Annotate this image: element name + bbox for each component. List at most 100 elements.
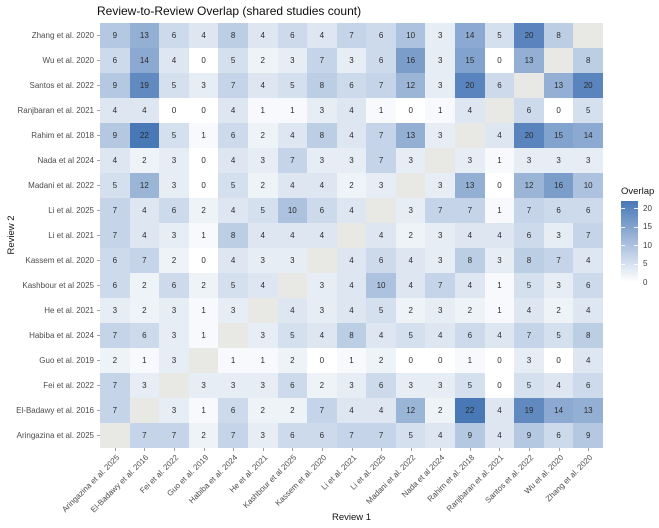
heatmap-cell: 3: [218, 372, 248, 398]
heatmap-cell: 6: [307, 422, 337, 448]
heatmap-cell: 7: [129, 247, 160, 273]
heatmap-cell: 4: [277, 222, 308, 248]
y-axis-tick: [97, 60, 100, 61]
legend-title: Overlap: [621, 186, 655, 197]
heatmap-cell: 8: [543, 22, 574, 48]
heatmap-cell: 3: [514, 347, 544, 373]
heatmap-cell: [455, 122, 485, 148]
heatmap-cell: 3: [159, 222, 189, 248]
heatmap-cell: 2: [247, 47, 278, 73]
heatmap-cell: 7: [277, 147, 308, 173]
heatmap-cell: 4: [277, 297, 308, 323]
heatmap-cell: 6: [277, 422, 308, 448]
heatmap-cell: 6: [218, 397, 248, 423]
heatmap-cell: 0: [188, 172, 219, 198]
heatmap-cell: 0: [188, 247, 219, 273]
legend-bar-tick: [634, 208, 638, 210]
heatmap-cell: 4: [100, 97, 130, 123]
x-axis-tick: [381, 447, 383, 451]
heatmap-cell: 6: [514, 97, 544, 123]
x-axis-tick: [469, 447, 471, 451]
heatmap-panel: 9 13 6 4 8 4 6 4 7 6 10 3 14 5 20 8 6 14 4 0 5 2 3 7 3 6 16 3 15 0 13 8…: [100, 22, 603, 448]
heatmap-cell: 6: [129, 322, 160, 348]
y-axis-tick: [97, 185, 100, 186]
heatmap-cell: 7: [336, 422, 367, 448]
heatmap-cell: 3: [247, 322, 278, 348]
y-axis-label: Kassem et al. 2020: [25, 255, 94, 265]
heatmap-cell: 5: [395, 322, 426, 348]
y-axis-tick: [97, 35, 100, 36]
x-axis-tick: [499, 447, 501, 451]
heatmap-cell: 3: [573, 147, 603, 173]
legend-bar-tick: [621, 226, 625, 228]
heatmap-cell: 3: [425, 372, 456, 398]
heatmap-cell: 2: [247, 397, 278, 423]
y-axis-label: Wu et al. 2020: [42, 55, 94, 65]
legend-tick-label: 15: [643, 222, 652, 232]
heatmap-cell: 6: [514, 222, 544, 248]
heatmap-cell: 5: [100, 172, 130, 198]
heatmap-cell: 3: [395, 147, 426, 173]
heatmap-cell: 14: [129, 47, 160, 73]
heatmap-cell: 1: [277, 97, 308, 123]
heatmap-cell: 3: [425, 72, 456, 98]
heatmap-cell: 4: [247, 22, 278, 48]
heatmap-cell: 7: [129, 422, 160, 448]
heatmap-cell: [543, 47, 574, 73]
heatmap-cell: 4: [425, 322, 456, 348]
heatmap-cell: 3: [395, 197, 426, 223]
heatmap-cell: [366, 197, 396, 223]
heatmap-cell: [188, 347, 219, 373]
heatmap-cell: 3: [159, 347, 189, 373]
heatmap-cell: 4: [573, 247, 603, 273]
heatmap-cell: 3: [425, 222, 456, 248]
heatmap-cell: [514, 72, 544, 98]
heatmap-cell: 4: [425, 422, 456, 448]
heatmap-cell: 6: [277, 22, 308, 48]
heatmap-cell: 2: [277, 347, 308, 373]
heatmap-cell: 2: [395, 222, 426, 248]
heatmap-cell: 5: [218, 172, 248, 198]
heatmap-cell: 1: [188, 322, 219, 348]
heatmap-cell: 0: [484, 172, 515, 198]
heatmap-cell: 4: [277, 172, 308, 198]
heatmap-cell: 2: [247, 122, 278, 148]
heatmap-cell: 4: [307, 322, 337, 348]
heatmap-cell: [247, 297, 278, 323]
heatmap-cell: 8: [336, 322, 367, 348]
heatmap-cell: 1: [336, 347, 367, 373]
heatmap-cell: 3: [514, 147, 544, 173]
heatmap-cell: 4: [484, 222, 515, 248]
heatmap-cell: 13: [573, 397, 603, 423]
heatmap-cell: 6: [366, 47, 396, 73]
heatmap-cell: 3: [247, 422, 278, 448]
heatmap-cell: 0: [395, 347, 426, 373]
y-axis-label: He et al. 2021: [44, 305, 94, 315]
heatmap-cell: 20: [573, 72, 603, 98]
heatmap-cell: 8: [573, 47, 603, 73]
heatmap-cell: 7: [366, 72, 396, 98]
heatmap-cell: 7: [455, 197, 485, 223]
heatmap-cell: 5: [514, 272, 544, 298]
heatmap-cell: 6: [366, 247, 396, 273]
y-axis-label: Rahim et al. 2018: [31, 130, 94, 140]
heatmap-cell: 7: [366, 122, 396, 148]
y-axis-label: Li et al. 2021: [48, 230, 94, 240]
y-axis-label: Fei et al. 2022: [43, 380, 94, 390]
heatmap-cell: 2: [366, 347, 396, 373]
x-axis-tick: [203, 447, 205, 451]
heatmap-cell: 5: [218, 272, 248, 298]
heatmap-cell: [573, 22, 603, 48]
heatmap-cell: 13: [543, 72, 574, 98]
heatmap-cell: 14: [455, 22, 485, 48]
heatmap-cell: 4: [218, 197, 248, 223]
heatmap-cell: 8: [218, 22, 248, 48]
heatmap-cell: 5: [484, 22, 515, 48]
heatmap-cell: 3: [188, 72, 219, 98]
heatmap-cell: 4: [366, 397, 396, 423]
heatmap-cell: 10: [395, 22, 426, 48]
x-axis-title: Review 1: [331, 512, 372, 523]
heatmap-cell: 7: [425, 272, 456, 298]
heatmap-cell: 1: [484, 297, 515, 323]
